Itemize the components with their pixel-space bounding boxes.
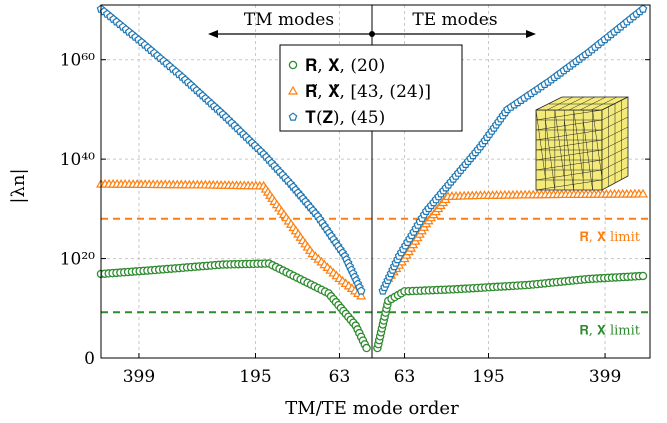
mesh-edge xyxy=(601,136,629,151)
mesh-edge xyxy=(601,166,629,181)
mesh-edge xyxy=(554,109,565,179)
data-series xyxy=(95,4,649,353)
mesh-edge xyxy=(546,96,574,111)
data-point xyxy=(638,4,648,13)
y-tick-label: 10⁶⁰ xyxy=(60,51,95,71)
series-pentagon xyxy=(96,4,648,295)
mesh-edge xyxy=(601,126,629,141)
mesh-edge xyxy=(545,119,556,191)
mesh-edge xyxy=(601,146,629,161)
legend-entry: 𝐓(𝐙), (45) xyxy=(305,108,385,128)
region-annotations: TM modes TE modes xyxy=(208,10,536,38)
mesh-edge xyxy=(601,106,629,121)
legend-entry: 𝐑̃, 𝐗̃, [43, (24)] xyxy=(305,82,431,102)
x-tick-label: 399 xyxy=(123,367,155,387)
data-point xyxy=(362,343,371,353)
data-point xyxy=(288,112,298,121)
mesh-edge xyxy=(557,96,585,111)
data-point xyxy=(287,85,299,95)
y-axis-label: |λn| xyxy=(8,168,29,203)
data-point xyxy=(356,290,367,300)
x-tick-label: 195 xyxy=(472,367,504,387)
mesh-edge xyxy=(601,116,629,131)
region-arrow-right xyxy=(526,30,536,38)
mesh-edge xyxy=(535,179,603,191)
x-tick-label: 63 xyxy=(394,367,416,387)
tick-labels: 0 10²⁰ 10⁴⁰ 10⁶⁰ 399 195 63 63 195 399 xyxy=(60,51,622,387)
plot-frame xyxy=(100,4,651,359)
mesh-edge xyxy=(535,109,603,121)
mesh-edge xyxy=(590,96,618,111)
region-arrow-left xyxy=(208,30,218,38)
te-modes-label: TE modes xyxy=(412,10,497,30)
data-point xyxy=(356,286,366,295)
mesh-edge xyxy=(579,96,607,111)
x-axis-label: TM/TE mode order xyxy=(285,398,459,419)
y-tick-label: 0 xyxy=(84,349,95,369)
limit-label: 𝐑̃, 𝐗̃ limit xyxy=(579,230,640,245)
mesh-edge xyxy=(568,96,596,111)
legend: 𝐑, 𝐗, (20) 𝐑̃, 𝐗̃, [43, (24)] 𝐓(𝐙), (45) xyxy=(279,44,463,132)
mesh-edge xyxy=(573,109,584,179)
mesh-edge xyxy=(535,129,603,141)
mesh-edge xyxy=(535,119,603,131)
y-tick-label: 10²⁰ xyxy=(60,250,95,270)
data-point xyxy=(637,188,649,198)
legend-box xyxy=(279,44,463,132)
x-tick-label: 399 xyxy=(589,367,621,387)
limit-lines: 𝐑̃, 𝐗̃ limit 𝐑, 𝐗 limit xyxy=(101,217,650,338)
axes xyxy=(100,4,651,359)
x-tick-label: 63 xyxy=(329,367,351,387)
mesh-edge xyxy=(535,109,546,179)
mesh-edge xyxy=(535,149,603,161)
mesh-edge xyxy=(582,119,593,191)
y-tick-label: 10⁴⁰ xyxy=(60,150,95,170)
mesh-edge xyxy=(535,159,603,171)
x-tick-label: 195 xyxy=(239,367,271,387)
data-point xyxy=(288,60,298,70)
cube-mesh-illustration xyxy=(535,96,629,191)
series-circle xyxy=(96,259,648,353)
tm-modes-label: TM modes xyxy=(244,10,334,30)
mesh-edge xyxy=(535,169,603,181)
legend-entry: 𝐑, 𝐗, (20) xyxy=(305,56,385,76)
mesh-edge xyxy=(601,156,629,171)
data-point xyxy=(638,271,648,281)
region-center-dot xyxy=(369,31,375,37)
mesh-edge xyxy=(535,139,603,151)
limit-label: 𝐑, 𝐗 limit xyxy=(579,323,640,338)
series-triangle xyxy=(95,178,649,300)
